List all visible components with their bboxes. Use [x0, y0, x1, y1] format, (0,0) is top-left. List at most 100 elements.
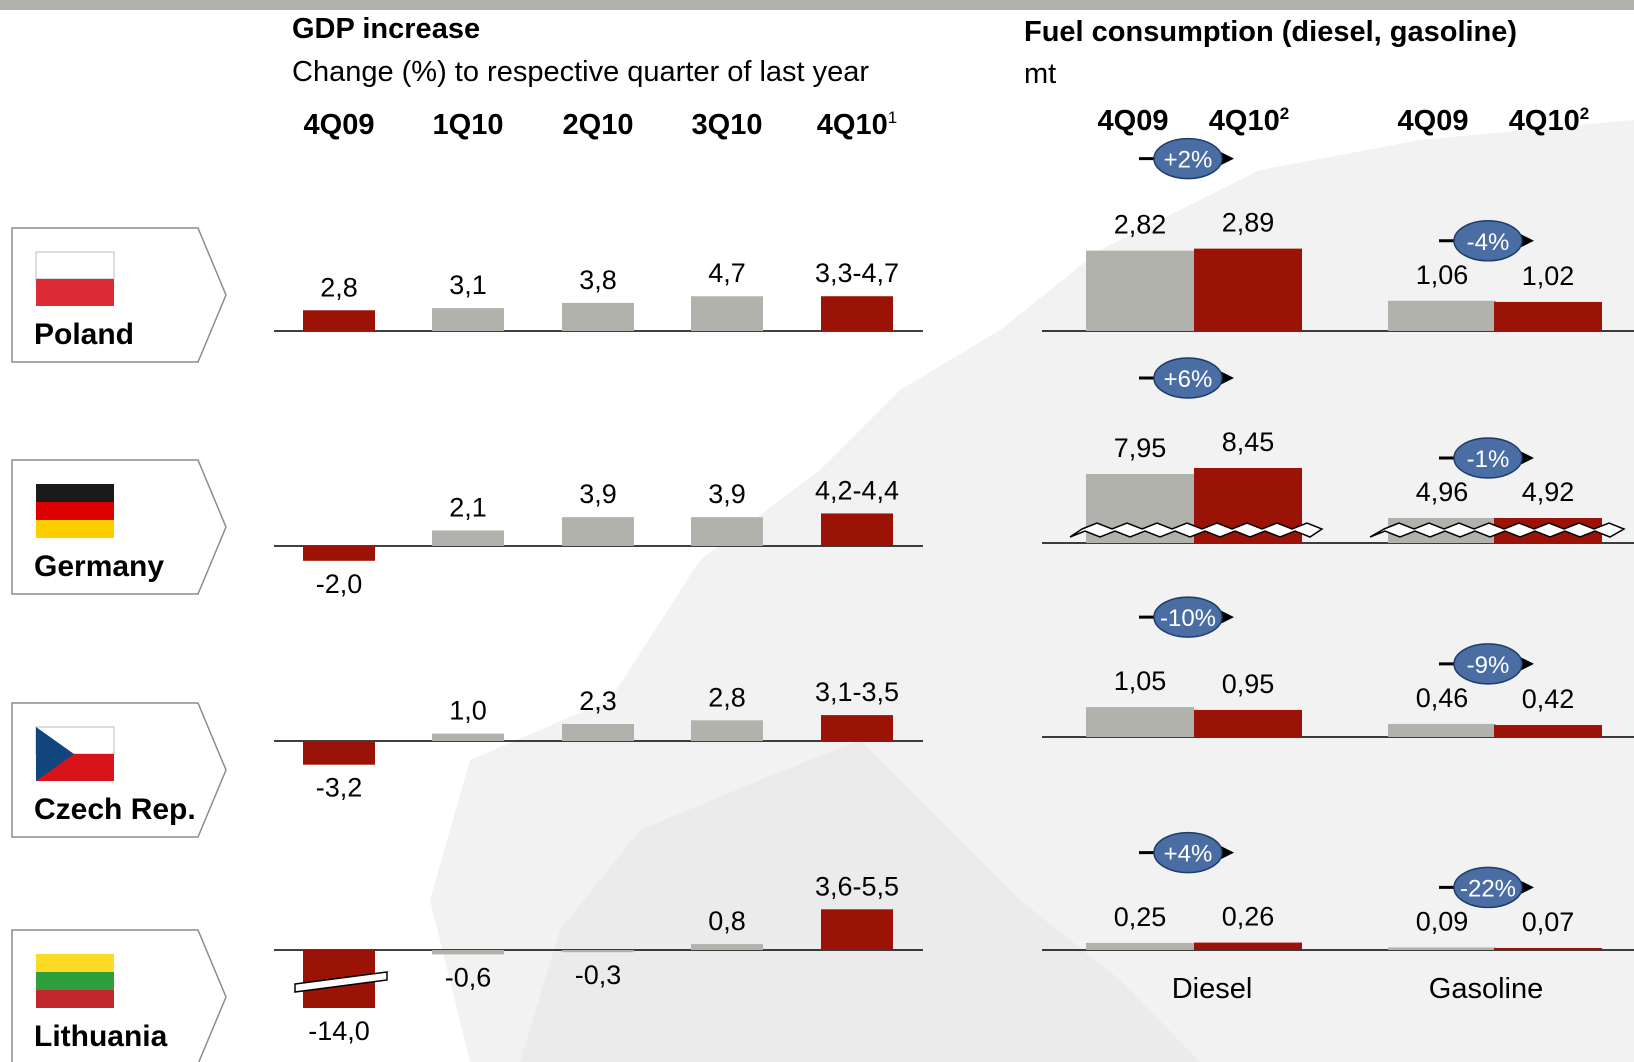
- fuel-period-Diesel-4Q09: 4Q09: [1098, 105, 1169, 137]
- change-badge: [1153, 357, 1223, 399]
- gdp-label-Germany-3Q10: 3,9: [708, 479, 746, 509]
- gdp-bar-Poland-3Q10: [691, 296, 763, 331]
- fuel-axis-break: [1069, 522, 1324, 538]
- fuel-change-Poland-diesel: +2%: [1164, 147, 1213, 174]
- gdp-label-Lithuania-4Q09: -14,0: [308, 1016, 370, 1046]
- fuel-bar-Czech Rep.-gasoline-4Q09: [1388, 723, 1496, 737]
- gdp-label-Germany-1Q10: 2,1: [449, 492, 487, 522]
- change-badge: [1153, 596, 1223, 638]
- gdp-bar-Germany-4Q10: [821, 513, 893, 546]
- gdp-bar-Poland-2Q10: [562, 302, 634, 331]
- gdp-period-3Q10: 3Q10: [692, 109, 763, 141]
- gdp-bar-Lithuania-4Q10: [821, 909, 893, 950]
- fuel-bar-Poland-diesel-4Q09: [1086, 250, 1194, 331]
- gdp-bar-Czech Rep.-1Q10: [432, 733, 504, 741]
- fuel-label-Poland-gasoline-4Q09: 1,06: [1416, 260, 1469, 290]
- fuel-bar-Lithuania-gasoline-4Q09: [1388, 947, 1496, 950]
- gdp-bar-Lithuania-2Q10: [562, 950, 634, 953]
- change-badge: [1453, 643, 1523, 685]
- gdp-label-Czech Rep.-4Q09: -3,2: [316, 773, 363, 803]
- gdp-bar-Czech Rep.-3Q10: [691, 720, 763, 741]
- gdp-bar-Poland-4Q09: [303, 310, 375, 331]
- fuel-bar-Lithuania-diesel-4Q10: [1194, 942, 1302, 950]
- fuel-change-Czech Rep.-gasoline: -9%: [1467, 652, 1510, 679]
- country-name-2: Czech Rep.: [34, 793, 196, 826]
- fuel-period-Diesel-4Q10: 4Q102: [1209, 104, 1289, 137]
- fuel-change-Lithuania-diesel: +4%: [1164, 841, 1213, 868]
- gdp-bar-Czech Rep.-2Q10: [562, 723, 634, 741]
- fuel-period-Gasoline-4Q09: 4Q09: [1398, 105, 1469, 137]
- gdp-label-Lithuania-4Q10: 3,6-5,5: [815, 871, 899, 901]
- fuel-label-Lithuania-diesel-4Q09: 0,25: [1114, 902, 1167, 932]
- gdp-label-Lithuania-2Q10: -0,3: [575, 960, 622, 990]
- gdp-label-Poland-2Q10: 3,8: [579, 265, 617, 295]
- fuel-label-Czech Rep.-gasoline-4Q09: 0,46: [1416, 683, 1469, 713]
- gdp-label-Czech Rep.-3Q10: 2,8: [708, 682, 746, 712]
- map-region: [520, 740, 1200, 1062]
- gdp-bar-Germany-2Q10: [562, 517, 634, 546]
- fuel-label-Czech Rep.-gasoline-4Q10: 0,42: [1522, 684, 1575, 714]
- gdp-title: GDP increase: [292, 13, 480, 45]
- fuel-label-Lithuania-diesel-4Q10: 0,26: [1222, 902, 1275, 932]
- fuel-bar-Czech Rep.-diesel-4Q10: [1194, 709, 1302, 737]
- change-badge: [1453, 866, 1523, 909]
- fuel-change-Germany-diesel: +6%: [1164, 366, 1213, 393]
- gdp-bar-Germany-3Q10: [691, 517, 763, 546]
- fuel-change-Germany-gasoline: -1%: [1467, 446, 1510, 473]
- gdp-bar-Czech Rep.-4Q10: [821, 715, 893, 741]
- gdp-label-Germany-4Q09: -2,0: [316, 569, 363, 599]
- country-name-1: Germany: [34, 550, 164, 583]
- fuel-change-Poland-gasoline: -4%: [1467, 229, 1510, 256]
- fuel-label-Czech Rep.-diesel-4Q09: 1,05: [1114, 666, 1167, 696]
- gdp-label-Germany-2Q10: 3,9: [579, 479, 617, 509]
- fuel-bar-Poland-diesel-4Q10: [1194, 248, 1302, 331]
- gdp-label-Poland-1Q10: 3,1: [449, 270, 487, 300]
- gdp-label-Germany-4Q10: 4,2-4,4: [815, 475, 899, 505]
- gdp-period-1Q10: 1Q10: [433, 109, 504, 141]
- czech-flag-icon: [35, 726, 115, 781]
- fuel-label-Germany-diesel-4Q09: 7,95: [1114, 433, 1167, 463]
- fuel-change-Czech Rep.-diesel: -10%: [1160, 605, 1216, 632]
- fuel-label-Lithuania-gasoline-4Q09: 0,09: [1416, 906, 1469, 936]
- change-badge: [1153, 137, 1223, 180]
- fuel-label-Germany-diesel-4Q10: 8,45: [1222, 427, 1275, 457]
- fuel-subtitle: mt: [1024, 58, 1056, 90]
- fuel-label-Germany-gasoline-4Q09: 4,96: [1416, 477, 1469, 507]
- gdp-label-Czech Rep.-2Q10: 2,3: [579, 686, 617, 716]
- fuel-change-Lithuania-gasoline: -22%: [1460, 875, 1516, 902]
- gdp-period-4Q09: 4Q09: [304, 109, 375, 141]
- fuel-label-Czech Rep.-diesel-4Q10: 0,95: [1222, 669, 1275, 699]
- gdp-subtitle: Change (%) to respective quarter of last…: [292, 56, 869, 88]
- fuel-label-Poland-diesel-4Q10: 2,89: [1222, 208, 1275, 238]
- gdp-bar-Lithuania-3Q10: [691, 944, 763, 950]
- gdp-bar-Germany-4Q09: [303, 546, 375, 561]
- fuel-bar-Poland-gasoline-4Q10: [1494, 301, 1602, 331]
- fuel-bar-Czech Rep.-diesel-4Q09: [1086, 707, 1194, 737]
- fuel-category-diesel: Diesel: [1172, 973, 1253, 1005]
- fuel-axis-break: [1369, 522, 1626, 538]
- poland-flag-icon: [35, 251, 115, 306]
- gdp-bar-Germany-1Q10: [432, 530, 504, 546]
- fuel-label-Germany-gasoline-4Q10: 4,92: [1522, 477, 1575, 507]
- fuel-title: Fuel consumption (diesel, gasoline): [1024, 16, 1517, 48]
- gdp-bar-Lithuania-1Q10: [432, 950, 504, 955]
- fuel-label-Poland-gasoline-4Q10: 1,02: [1522, 261, 1575, 291]
- gdp-label-Poland-3Q10: 4,7: [708, 258, 746, 288]
- fuel-bar-Lithuania-diesel-4Q09: [1086, 942, 1194, 950]
- change-badge: [1453, 437, 1523, 479]
- gdp-period-4Q10: 4Q101: [817, 108, 897, 141]
- fuel-bar-Czech Rep.-gasoline-4Q10: [1494, 725, 1602, 737]
- top-band: [0, 0, 1634, 10]
- germany-flag-icon: [36, 484, 114, 538]
- gdp-label-Poland-4Q10: 3,3-4,7: [815, 258, 899, 288]
- gdp-label-Lithuania-1Q10: -0,6: [445, 962, 492, 992]
- fuel-label-Lithuania-gasoline-4Q10: 0,07: [1522, 907, 1575, 937]
- change-badge: [1453, 220, 1523, 262]
- gdp-label-Czech Rep.-4Q10: 3,1-3,5: [815, 677, 899, 707]
- change-badge: [1153, 831, 1223, 874]
- country-name-0: Poland: [34, 318, 134, 351]
- gdp-period-2Q10: 2Q10: [563, 109, 634, 141]
- lithuania-flag-icon: [36, 954, 114, 1008]
